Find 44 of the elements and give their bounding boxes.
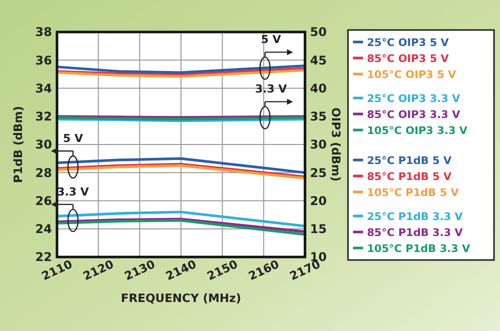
- legend-label: 85°C OIP3 5 V: [367, 53, 450, 65]
- annotation: 5 V: [63, 132, 84, 145]
- x-tick-label: 2130: [122, 256, 158, 284]
- legend-label: 105°C OIP3 3.3 V: [367, 125, 468, 137]
- legend-label: 105°C P1dB 3.3 V: [367, 243, 471, 255]
- y2-tick-label: 15: [310, 222, 327, 236]
- y2-tick-label: 35: [310, 110, 327, 124]
- y-tick-label: 22: [35, 250, 52, 264]
- legend-label: 105°C OIP3 5 V: [367, 69, 457, 81]
- y-tick-label: 30: [35, 138, 52, 152]
- y-tick-label: 24: [35, 222, 52, 236]
- annotation: 3.3 V: [255, 82, 288, 96]
- y-tick-label: 32: [35, 110, 52, 124]
- y2-tick-label: 40: [310, 81, 327, 96]
- y2-tick-label: 25: [310, 166, 327, 180]
- legend-label: 25°C P1dB 3.3 V: [367, 211, 464, 223]
- y-tick-label: 38: [35, 25, 52, 40]
- y-tick-label: 36: [35, 53, 52, 68]
- legend-label: 25°C P1dB 5 V: [367, 155, 452, 167]
- y2-tick-label: 50: [310, 25, 327, 40]
- y-tick-label: 28: [35, 166, 52, 180]
- y-axis-title: P1dB (dBm): [11, 106, 25, 183]
- y-tick-label: 26: [35, 194, 52, 208]
- line-series: [56, 219, 306, 236]
- x-tick-label: 2150: [204, 256, 240, 284]
- legend-label: 25°C OIP3 3.3 V: [367, 93, 461, 105]
- legend-label: 105°C P1dB 5 V: [367, 187, 460, 199]
- y2-tick-label: 45: [310, 53, 327, 68]
- y2-axis-title: OIP3 (dBm): [329, 108, 343, 182]
- x-axis-title: FREQUENCY (MHz): [120, 291, 242, 305]
- x-tick-label: 2120: [80, 256, 116, 284]
- line-series: [56, 210, 306, 228]
- legend-label: 25°C OIP3 5 V: [367, 37, 450, 49]
- y-tick-label: 34: [35, 81, 52, 96]
- legend-label: 85°C OIP3 3.3 V: [367, 109, 461, 121]
- annotation: 5 V: [261, 33, 282, 46]
- x-tick-label: 2160: [246, 256, 282, 284]
- y2-tick-label: 30: [310, 138, 327, 152]
- y2-tick-label: 20: [310, 194, 327, 208]
- legend-label: 85°C P1dB 5 V: [367, 171, 452, 183]
- legend-label: 85°C P1dB 3.3 V: [367, 227, 464, 239]
- line-series: [56, 157, 306, 174]
- x-tick-label: 2140: [164, 256, 198, 284]
- line-series: [56, 64, 306, 74]
